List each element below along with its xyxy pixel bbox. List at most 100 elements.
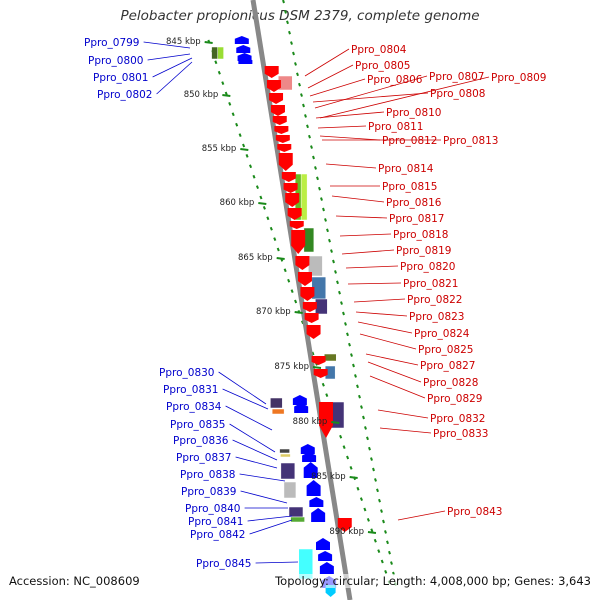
track-dot — [324, 218, 327, 222]
track-dot — [314, 166, 317, 170]
leader-line — [232, 439, 278, 461]
leader-line — [247, 515, 293, 522]
kbp-tick-mark — [222, 94, 231, 97]
track-dot — [231, 112, 235, 117]
forward-gene-arrow — [306, 480, 321, 496]
feature-block — [270, 397, 283, 409]
forward-gene-arrow — [300, 444, 315, 454]
kbp-label: 880 kbp — [293, 417, 328, 427]
feature-block — [217, 46, 224, 60]
track-dot — [378, 498, 381, 503]
leader-line — [341, 249, 395, 255]
track-dot — [328, 238, 331, 243]
kbp-tick-mark — [312, 366, 322, 369]
gene-label-right: Ppro_0816 — [386, 197, 442, 209]
track-dot — [368, 446, 371, 451]
forward-gene-arrow — [309, 497, 324, 507]
kbp-label: 875 kbp — [274, 362, 309, 372]
reverse-gene-arrow — [289, 221, 304, 229]
track-dot — [238, 133, 242, 137]
track-dot — [359, 497, 363, 501]
reverse-gene-arrow — [337, 518, 352, 532]
reverse-gene-arrow — [295, 256, 310, 270]
track-dot — [252, 174, 256, 179]
track-dot — [224, 91, 228, 96]
track-dot — [312, 155, 315, 160]
gene-label-right: Ppro_0829 — [427, 393, 482, 405]
track-dot — [373, 538, 377, 543]
kbp-label: 855 kbp — [202, 144, 237, 154]
track-dot — [228, 102, 232, 106]
gene-label-right: Ppro_0815 — [382, 181, 437, 193]
track-dot — [370, 528, 374, 533]
gene-label-right: Ppro_0814 — [378, 163, 434, 175]
leader-line — [309, 78, 366, 97]
track-dot — [294, 299, 298, 304]
forward-gene-arrow — [294, 403, 309, 413]
track-dot — [300, 93, 303, 97]
track-dot — [296, 72, 299, 77]
track-dot — [372, 467, 375, 472]
reverse-gene-arrow — [270, 105, 285, 116]
kbp-tick-mark — [258, 202, 267, 205]
leader-line — [355, 311, 408, 317]
track-dot — [346, 455, 350, 460]
feature-block — [290, 516, 305, 523]
right-gene-labels: Ppro_0804 Ppro_0805 Ppro_0806 Ppro_0807 Ppro… — [304, 44, 546, 521]
track-dot — [362, 415, 365, 420]
leader-line — [367, 361, 422, 383]
reverse-gene-arrow — [277, 144, 292, 152]
track-dot — [302, 103, 305, 108]
kbp-label: 870 kbp — [256, 307, 291, 317]
track-dot — [332, 259, 335, 264]
gene-label-left: Ppro_0840 — [185, 503, 240, 515]
track-dot — [352, 363, 355, 368]
track-dot — [235, 122, 239, 127]
track-dot — [294, 62, 297, 66]
track-dot — [386, 540, 389, 545]
kbp-tick-mark — [349, 476, 358, 479]
forward-gene-arrow — [303, 462, 318, 478]
leader-line — [319, 76, 490, 119]
track-dot — [376, 488, 379, 493]
reverse-gene-arrow — [319, 402, 334, 438]
inner-tick-track — [282, 0, 397, 586]
reverse-gene-arrow — [325, 585, 336, 597]
leader-line — [239, 473, 286, 482]
gene-label-left: Ppro_0834 — [166, 401, 222, 413]
track-dot — [336, 280, 339, 285]
track-dot — [325, 393, 329, 397]
track-dot — [245, 154, 249, 158]
leader-line — [369, 375, 426, 399]
track-dot — [310, 145, 313, 149]
leader-line — [307, 64, 354, 89]
reverse-gene-arrow — [278, 153, 293, 171]
track-dot — [390, 561, 393, 565]
leader-line — [314, 75, 428, 109]
leader-line — [312, 92, 429, 103]
gene-label-right: Ppro_0810 — [386, 107, 441, 119]
track-dot — [350, 353, 353, 357]
track-dot — [282, 0, 285, 4]
gene-label-left: Ppro_0799 — [84, 37, 139, 49]
leader-line — [156, 61, 193, 95]
gene-label-left: Ppro_0838 — [180, 469, 235, 481]
reverse-gene-arrow — [272, 116, 287, 125]
gene-label-left: Ppro_0839 — [181, 486, 236, 498]
forward-gene-arrow — [238, 58, 253, 64]
track-dot — [316, 176, 319, 181]
kbp-label: 890 kbp — [329, 527, 364, 537]
track-dot — [384, 570, 388, 574]
gene-label-left: Ppro_0845 — [196, 558, 251, 570]
track-dot — [380, 559, 384, 564]
track-dot — [338, 290, 341, 295]
track-dot — [320, 197, 323, 201]
leader-line — [347, 282, 402, 285]
leader-line — [225, 405, 273, 431]
forward-gene-arrow — [302, 452, 317, 462]
gene-label-right: Ppro_0821 — [403, 278, 458, 290]
track-dot — [304, 114, 307, 118]
kbp-label: 850 kbp — [184, 90, 219, 100]
reverse-gene-arrow — [306, 325, 321, 339]
